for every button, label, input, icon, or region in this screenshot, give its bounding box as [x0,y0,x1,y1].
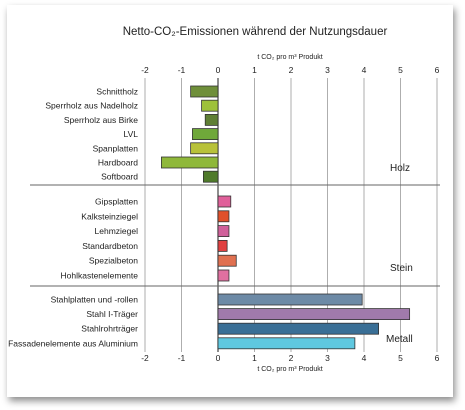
category-label-1-3: Standardbeton [82,241,138,251]
x-axis-label-bottom: t CO₂ pro m³ Produkt [257,366,322,373]
tick-labels: -2 -2 -1 -1 0 0 1 1 2 2 3 3 4 4 5 5 6 6 [141,65,439,363]
tick-top--2: -2 [141,65,149,75]
tick-top-2: 2 [289,65,294,75]
category-label-1-5: Hohlkastenelemente [61,271,139,281]
bar-0-3 [192,128,219,141]
tick-bottom-1: 1 [252,353,257,363]
tick-bottom-2: 2 [289,353,294,363]
bar-0-2 [204,114,219,126]
tick-top-4: 4 [362,65,367,75]
tick-top-1: 1 [252,65,257,75]
bar-1-4 [217,254,237,267]
category-label-2-3: Fassadenelemente aus Aluminium [8,338,138,348]
category-label-1-0: Gipsplatten [95,197,138,207]
group-label-holz: Holz [390,163,410,174]
tick-top-6: 6 [435,65,440,75]
bar-0-4 [190,142,219,155]
group-label-stein: Stein [390,263,413,274]
tick-bottom-6: 6 [435,353,440,363]
category-label-0-6: Softboard [101,172,138,182]
bars [161,85,411,350]
bar-2-0 [217,293,363,306]
category-labels: Schnittholz Sperrholz aus Nadelholz Sperrh… [8,87,138,349]
bar-1-0 [217,195,232,208]
tick-top--1: -1 [178,65,186,75]
chart-title: Netto-CO₂-Emissionen während der Nutzung… [123,26,388,38]
group-separators [30,184,440,287]
category-label-0-3: LVL [124,129,139,139]
bar-0-5 [161,156,219,169]
category-label-0-0: Schnittholz [96,87,138,97]
tick-bottom-0: 0 [216,353,221,363]
category-label-0-2: Sperrholz aus Birke [64,115,138,125]
bar-0-1 [201,99,219,112]
tick-bottom--1: -1 [178,353,186,363]
category-label-1-1: Kalksteinziegel [81,211,138,221]
bar-2-3 [217,337,356,350]
category-label-0-1: Sperrholz aus Nadelholz [45,101,138,111]
x-axis-label-top: t CO₂ pro m³ Produkt [257,54,322,61]
tick-bottom-3: 3 [325,353,330,363]
group-label-metall: Metall [386,334,413,345]
bar-1-1 [217,210,230,223]
category-label-1-2: Lehmziegel [95,226,139,236]
category-label-2-0: Stahlplatten und -rollen [51,295,139,305]
tick-bottom--2: -2 [141,353,149,363]
category-label-0-4: Spanplatten [93,143,139,153]
bar-1-5 [217,269,230,282]
category-label-2-1: Stahl I-Träger [86,309,138,319]
category-label-2-2: Stahlrohrträger [81,324,138,334]
tick-bottom-4: 4 [362,353,367,363]
category-label-1-4: Spezialbeton [89,256,138,266]
tick-top-0: 0 [216,65,221,75]
bar-0-6 [202,170,219,183]
category-label-0-5: Hardboard [98,158,138,168]
tick-top-3: 3 [325,65,330,75]
bar-1-2 [217,225,230,238]
bar-0-0 [190,85,219,98]
bar-2-2 [217,322,380,335]
tick-top-5: 5 [398,65,403,75]
bar-1-3 [217,239,228,252]
bar-2-1 [217,308,411,321]
group-labels: Holz Stein Metall [386,163,413,345]
tick-bottom-5: 5 [398,353,403,363]
